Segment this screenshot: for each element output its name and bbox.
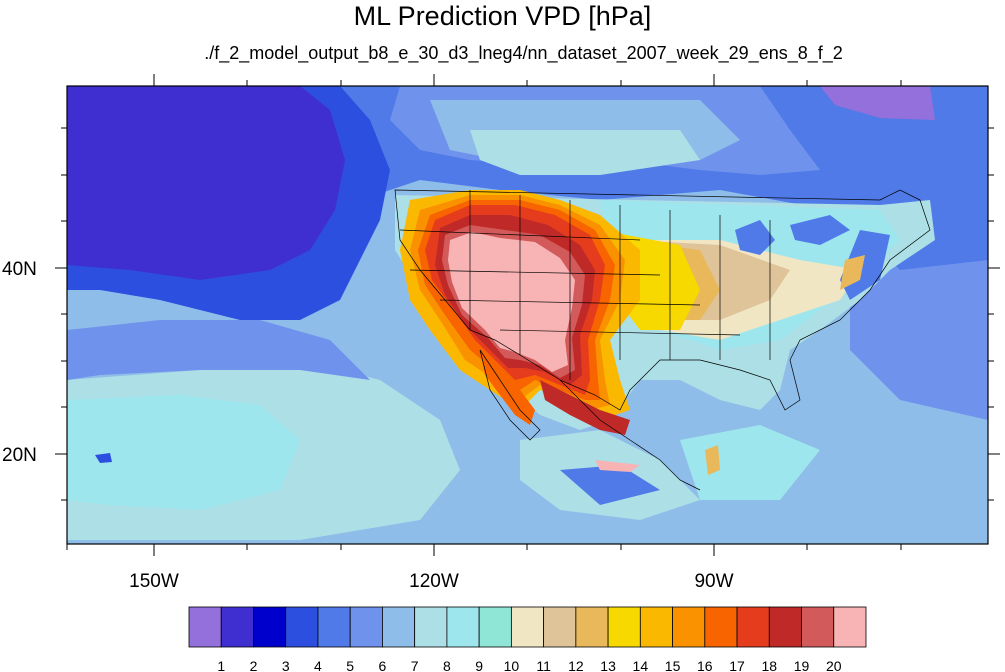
colorbar-swatch xyxy=(382,606,416,648)
colorbar-label: 14 xyxy=(633,658,649,672)
colorbar-label: 12 xyxy=(568,658,584,672)
colorbar-swatch xyxy=(317,606,351,648)
colorbar-label: 4 xyxy=(314,658,322,672)
colorbar-label: 17 xyxy=(729,658,745,672)
colorbar-swatch xyxy=(833,606,867,648)
colorbar-swatch xyxy=(575,606,609,648)
colorbar-label: 9 xyxy=(475,658,483,672)
colorbar-label: 18 xyxy=(761,658,777,672)
colorbar-label: 20 xyxy=(826,658,842,672)
colorbar-label: 10 xyxy=(504,658,520,672)
colorbar-swatch xyxy=(188,606,222,648)
colorbar-label: 5 xyxy=(346,658,354,672)
lat-label-40n: 40N xyxy=(2,259,37,280)
colorbar-swatch xyxy=(543,606,577,648)
colorbar-swatch xyxy=(349,606,383,648)
axis-ticks xyxy=(55,74,1000,556)
map-boundaries xyxy=(394,189,931,491)
colorbar-swatch xyxy=(414,606,448,648)
colorbar-swatch xyxy=(672,606,706,648)
colorbar-swatch xyxy=(220,606,254,648)
colorbar-label: 1 xyxy=(217,658,225,672)
colorbar-swatch xyxy=(704,606,738,648)
colorbar-swatch xyxy=(736,606,770,648)
colorbar-label: 15 xyxy=(665,658,681,672)
colorbar-label: 3 xyxy=(282,658,290,672)
colorbar-swatch xyxy=(768,606,802,648)
vpd-field xyxy=(67,86,988,544)
colorbar-label: 7 xyxy=(411,658,419,672)
colorbar-label: 8 xyxy=(443,658,451,672)
colorbar-swatch xyxy=(801,606,835,648)
colorbar-swatch xyxy=(639,606,673,648)
colorbar-label: 2 xyxy=(250,658,258,672)
colorbar-swatch xyxy=(478,606,512,648)
colorbar-label: 6 xyxy=(379,658,387,672)
lat-label-20n: 20N xyxy=(2,445,37,466)
colorbar: 1 2 3 4 5 6 7 8 9 10 11 12 13 14 15 16 17 18 19 20 xyxy=(188,606,867,672)
colorbar-label: 16 xyxy=(697,658,713,672)
colorbar-swatch xyxy=(285,606,319,648)
colorbar-label: 13 xyxy=(600,658,616,672)
colorbar-swatch xyxy=(510,606,545,648)
lon-label-120w: 120W xyxy=(409,571,459,592)
colorbar-swatch xyxy=(607,606,641,648)
chart-subtitle: ./f_2_model_output_b8_e_30_d3_lneg4/nn_d… xyxy=(204,43,843,63)
lon-label-90w: 90W xyxy=(694,571,733,592)
colorbar-label: 11 xyxy=(536,658,551,672)
colorbar-swatch xyxy=(446,606,480,648)
lon-label-150w: 150W xyxy=(129,571,179,592)
chart-title: ML Prediction VPD [hPa] xyxy=(353,1,652,31)
colorbar-label: 19 xyxy=(794,658,810,672)
colorbar-swatch xyxy=(253,606,287,648)
